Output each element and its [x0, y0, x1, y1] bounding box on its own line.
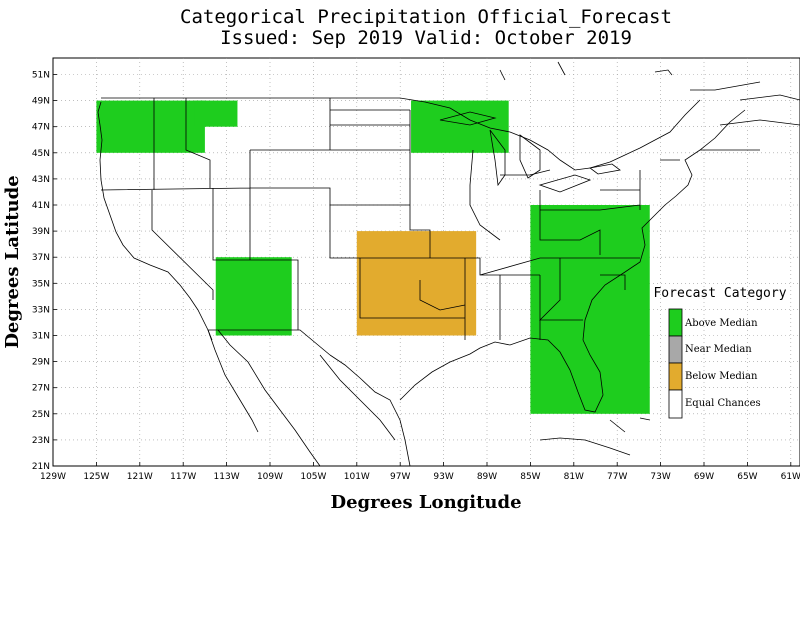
state-outlines [97, 61, 800, 467]
lat-tick-label: 29N [32, 358, 50, 368]
lon-tick-label: 65W [737, 472, 757, 482]
lon-tick-label: 77W [607, 472, 627, 482]
legend-label-above-median: Above Median [684, 318, 758, 329]
lon-tick-label: 93W [433, 472, 453, 482]
region-above-median [96, 100, 205, 153]
legend-swatch-equal-chances [668, 389, 683, 419]
region-above-median [530, 205, 650, 414]
lon-tick-label: 85W [520, 472, 540, 482]
region-above-median [194, 100, 238, 127]
hudson-coast [499, 61, 800, 151]
lon-tick-label: 125W [83, 472, 109, 482]
lon-tick-label: 101W [344, 472, 370, 482]
caribbean-islands [539, 417, 651, 456]
atlantic-coastline [582, 109, 746, 341]
lon-tick-label: 109W [257, 472, 283, 482]
lon-tick-label: 69W [694, 472, 714, 482]
canada-border [101, 97, 701, 171]
region-above-median [411, 100, 509, 153]
region-above-median [215, 257, 292, 336]
legend-swatch-above-median [668, 308, 683, 337]
lat-tick-label: 31N [32, 332, 50, 342]
mexico-border [208, 329, 396, 441]
longitude-tick-labels: 129W 125W 121W 117W 113W 109W 105W 101W 97W 93W 89… [40, 462, 800, 482]
lon-tick-label: 129W [40, 472, 66, 482]
lon-tick-label: 81W [564, 472, 584, 482]
legend-swatch-below-median [668, 362, 683, 391]
lat-tick-label: 33N [32, 305, 50, 315]
lat-tick-label: 41N [32, 201, 50, 211]
chart-title-line-2: Issued: Sep 2019 Valid: October 2019 [220, 27, 632, 49]
lat-tick-label: 35N [32, 279, 50, 289]
legend-label-equal-chances: Equal Chances [685, 398, 761, 409]
pacific-coastline [97, 101, 213, 341]
lon-tick-label: 113W [214, 472, 240, 482]
lat-tick-label: 43N [32, 175, 50, 185]
legend-swatch-near-median [668, 335, 683, 364]
map-frame [52, 57, 800, 467]
lon-tick-label: 97W [390, 472, 410, 482]
lat-tick-label: 39N [32, 227, 50, 237]
legend-label-below-median: Below Median [685, 371, 758, 382]
great-lakes [439, 111, 621, 193]
lat-tick-label: 23N [32, 436, 50, 446]
lon-tick-label: 117W [170, 472, 196, 482]
y-axis-title: Degrees Latitude [2, 175, 23, 348]
lon-tick-label: 61W [781, 472, 800, 482]
lat-tick-label: 51N [32, 71, 50, 81]
legend-title: Forecast Category [653, 286, 786, 301]
latitude-tick-labels: 21N 23N 25N 27N 29N 31N 33N 35N 37N 39N 41N 43N 45N 4… [32, 71, 57, 472]
lon-tick-label: 105W [300, 472, 326, 482]
lat-tick-label: 25N [32, 410, 50, 420]
baja-coastline [207, 329, 259, 433]
lat-tick-label: 27N [32, 384, 50, 394]
legend-label-near-median: Near Median [685, 344, 752, 355]
lon-tick-label: 89W [477, 472, 497, 482]
lat-tick-label: 47N [32, 123, 50, 133]
lon-tick-label: 121W [127, 472, 153, 482]
lon-tick-label: 73W [650, 472, 670, 482]
x-axis-title: Degrees Longitude [330, 492, 521, 513]
chart-title-line-1: Categorical Precipitation Official_Forec… [180, 6, 672, 28]
legend: Forecast Category Above Median Near Medi… [653, 286, 787, 419]
state-lines [100, 98, 680, 340]
lat-tick-label: 37N [32, 253, 50, 263]
region-below-median [356, 231, 477, 336]
gulf-coastline [329, 337, 604, 467]
lat-tick-label: 45N [32, 149, 50, 159]
lat-tick-label: 21N [32, 462, 50, 472]
lat-tick-label: 49N [32, 97, 50, 107]
gulf-of-california-coast [217, 329, 321, 467]
